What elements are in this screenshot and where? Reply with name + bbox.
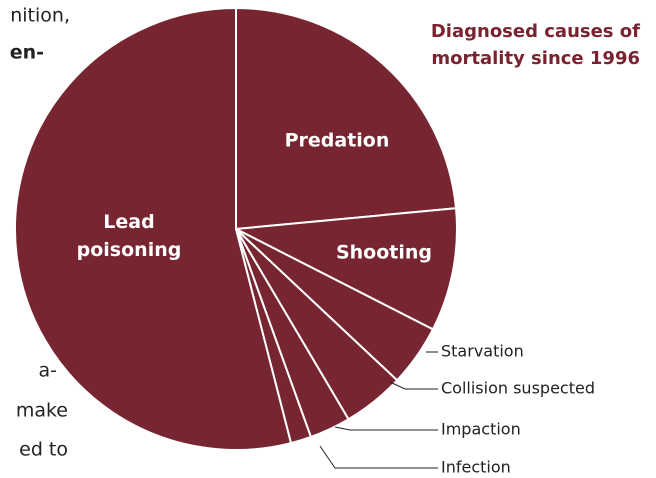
slice-label: Lead poisoning xyxy=(77,211,182,261)
pie-slice xyxy=(235,6,458,231)
text-fragment: a- xyxy=(39,360,58,382)
text-fragment: nition, xyxy=(10,5,70,27)
slice-label: Impaction xyxy=(441,420,521,439)
slice-label: Predation xyxy=(285,130,390,152)
chart-title: mortality since 1996 xyxy=(431,48,640,69)
slice-label: Collision suspected xyxy=(441,379,595,398)
leader-line xyxy=(319,445,438,469)
chart-title: Diagnosed causes of xyxy=(431,21,640,42)
pie-slice xyxy=(232,207,458,331)
text-fragment: ed to xyxy=(19,439,68,461)
slice-label: Shooting xyxy=(336,242,432,264)
pie-slice xyxy=(14,6,293,451)
leader-line xyxy=(334,426,438,431)
leader-line xyxy=(389,381,438,390)
slice-label: Infection xyxy=(441,458,511,477)
slice-label: Starvation xyxy=(441,342,524,361)
text-fragment: make xyxy=(16,400,68,422)
text-fragment: en- xyxy=(10,42,44,64)
